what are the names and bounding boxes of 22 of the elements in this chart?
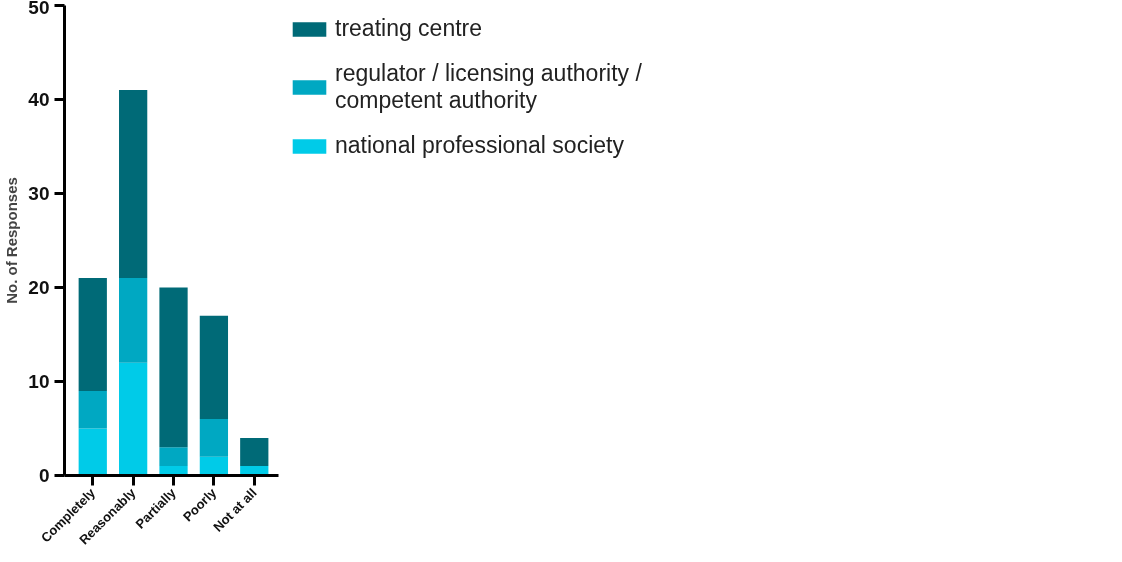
bar [199, 315, 229, 420]
bar [119, 362, 148, 476]
bar [78, 278, 107, 391]
bar [240, 437, 269, 467]
bar [159, 447, 188, 467]
legend-label: regulator / licensing authority / competent authority [335, 60, 642, 114]
y-axis-title: No. of Responses [3, 177, 21, 304]
bar [119, 90, 148, 279]
y-tick-label: 0 [38, 465, 50, 486]
bar [199, 419, 229, 457]
legend-label: treating centre [335, 15, 483, 42]
bar [78, 390, 107, 429]
y-tick-label: 20 [28, 277, 50, 298]
legend-label: national professional society [335, 132, 624, 159]
y-tick-label: 40 [28, 89, 50, 110]
y-tick-label: 30 [28, 183, 50, 204]
bar [159, 287, 188, 448]
y-tick-label: 50 [28, 0, 50, 18]
bar [78, 428, 107, 476]
y-tick-label: 10 [28, 371, 50, 392]
bar [119, 278, 148, 363]
bar [199, 456, 229, 476]
